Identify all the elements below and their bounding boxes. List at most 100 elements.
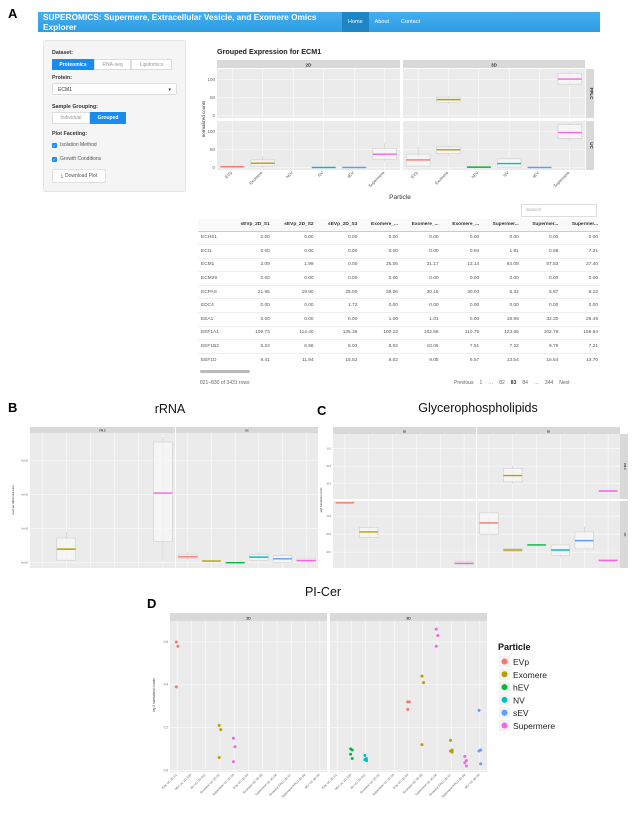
table-cell: 67.53 xyxy=(520,257,561,272)
glycero-ytick-label: 11.0 xyxy=(327,515,332,518)
table-search-input[interactable]: Search xyxy=(521,204,597,217)
page-link[interactable]: 82 xyxy=(499,380,505,386)
table-row: EEA1 0.00 0.00 0.00 1.00 1.01 0.00 18.95 32.30 26… xyxy=(198,312,600,327)
checkbox-isolation-method[interactable]: ✓ Isolation Method xyxy=(52,142,97,148)
table-cell: 9.41 xyxy=(228,352,272,367)
table-cell: 30.03 xyxy=(440,284,482,299)
dataset-rnaseq[interactable]: RNA-seq xyxy=(94,59,131,70)
point-Exomere xyxy=(450,750,454,754)
picer-ytick-label: 0.6 xyxy=(164,640,169,644)
table-cell: 1.01 xyxy=(399,312,441,327)
legend-title: Particle xyxy=(498,642,531,652)
table-cell: 0.00 xyxy=(359,244,400,259)
table-cell: 0.00 xyxy=(520,271,561,286)
checkbox-checked-icon[interactable]: ✓ xyxy=(52,142,57,148)
pagination: Previous 1 … 82 83 84 … 344 Next xyxy=(454,380,570,386)
picer-strip-label: 2D xyxy=(246,617,251,621)
legend-label: EVp xyxy=(513,657,529,667)
ecm1-ytick-label: 50 xyxy=(210,95,216,100)
point-Supermere xyxy=(463,754,467,758)
table-cell: 9.05 xyxy=(399,352,441,367)
point-Exomere xyxy=(217,755,221,759)
point-Exomere xyxy=(422,681,426,685)
point-sEV xyxy=(477,749,481,753)
grouping-grouped[interactable]: Grouped xyxy=(90,112,126,124)
column-header[interactable]: Exomere_... xyxy=(440,219,482,232)
table-row: EEF1D 9.41 11.94 15.52 8.02 9.05 6.57 13.54 16.6… xyxy=(198,352,600,367)
gene-cell: EDC4 xyxy=(198,298,229,313)
column-header[interactable]: sEVp_2D_S1 xyxy=(228,219,272,232)
glycero-strip-label: 2D xyxy=(403,430,406,434)
download-plot-button[interactable]: ⤓ Download Plot xyxy=(52,169,106,183)
table-cell: 123.65 xyxy=(481,325,521,340)
glycero-strip-label: 3D xyxy=(547,430,550,434)
column-header[interactable]: sEVp_2D_S2 xyxy=(271,219,316,232)
table-horizontal-scrollbar[interactable] xyxy=(200,370,250,373)
table-cell: 100.22 xyxy=(359,325,400,340)
nav-about[interactable]: About xyxy=(374,19,390,25)
dataset-lipidomics[interactable]: Lipidomics xyxy=(131,59,172,70)
table-cell: 31.17 xyxy=(399,257,441,272)
table-cell: 1.72 xyxy=(315,298,360,313)
table-cell: 0.00 xyxy=(228,230,272,245)
point-hEV xyxy=(350,757,354,761)
page-link[interactable]: 1 xyxy=(479,380,483,386)
table-cell: 0.00 xyxy=(228,244,272,259)
table-cell: 13.70 xyxy=(560,352,600,367)
column-header[interactable]: Exomere_... xyxy=(359,219,400,232)
picer-ytick-label: 0.0 xyxy=(164,768,169,772)
nav-home[interactable]: Home xyxy=(342,12,369,32)
grouping-individual[interactable]: Individual xyxy=(52,112,90,124)
faceting-label: Plot Faceting: xyxy=(52,131,88,137)
legend-label: hEV xyxy=(513,683,529,693)
nav-contact[interactable]: Contact xyxy=(401,19,421,25)
picer-strip xyxy=(170,613,327,621)
caret-down-icon: ▾ xyxy=(168,87,171,93)
rrna-title: rRNA xyxy=(154,402,186,416)
gene-cell: ECM29 xyxy=(198,271,229,286)
table-cell: 7.51 xyxy=(440,339,482,354)
figure-label-c: C xyxy=(317,403,327,418)
table-cell: 0.00 xyxy=(520,230,561,245)
gene-cell: ECPAS xyxy=(198,284,229,299)
table-row: ECHS1 0.00 0.00 0.00 0.00 0.00 0.00 0.00 0.00 0.0… xyxy=(198,230,600,245)
table-cell: 2.09 xyxy=(228,257,272,272)
table-cell: 7.31 xyxy=(560,339,600,354)
column-header[interactable]: Supermer... xyxy=(560,219,600,232)
page-link[interactable]: Next xyxy=(559,380,570,386)
gene-cell: EEA1 xyxy=(198,312,229,327)
table-cell: 0.00 xyxy=(315,257,360,272)
picer-xtick-label: sEV UC 3D S9 xyxy=(464,773,481,790)
page-link[interactable]: 344 xyxy=(544,380,554,386)
table-cell: 27.40 xyxy=(560,257,600,272)
point-Exomere xyxy=(219,728,223,732)
column-header[interactable]: Supermer... xyxy=(481,219,521,232)
table-cell: 0.00 xyxy=(440,298,482,313)
checkbox-growth-conditions[interactable]: ✓ Growth Conditions xyxy=(52,156,101,162)
table-cell: 21.95 xyxy=(228,284,272,299)
app-title[interactable]: SUPEROMICS: Supermere, Extracellular Ves… xyxy=(43,12,317,32)
table-cell: 1.99 xyxy=(271,257,316,272)
page-link[interactable]: 83 xyxy=(510,380,517,386)
table-cell: 11.94 xyxy=(271,352,316,367)
glycero-row-strip xyxy=(620,434,628,499)
point-Exomere xyxy=(420,743,424,747)
column-header[interactable]: Exomere_... xyxy=(399,219,441,232)
table-cell: 110.75 xyxy=(440,325,482,340)
protein-select[interactable]: ECM1 ▾ xyxy=(52,83,177,95)
column-header[interactable] xyxy=(198,219,229,232)
page-link[interactable]: Previous xyxy=(454,380,474,386)
table-row: ECM1 2.09 1.99 0.00 25.06 31.17 13.14 64.08 67.5… xyxy=(198,257,600,272)
checkbox-checked-icon[interactable]: ✓ xyxy=(52,156,57,162)
figure-label-a: A xyxy=(8,6,18,21)
column-header[interactable]: sEVp_2D_S3 xyxy=(315,219,360,232)
column-header[interactable]: Supermer... xyxy=(520,219,561,232)
table-row: ECI1 0.00 0.00 0.00 0.00 0.00 0.94 1.81 0.98 7.31 xyxy=(198,244,600,259)
glycero-title: Glycerophospholipids xyxy=(418,401,538,415)
ecm1-ytick-label: 100 xyxy=(207,77,215,82)
page-link[interactable]: 84 xyxy=(522,380,528,386)
table-cell: 0.98 xyxy=(520,244,561,259)
point-sEV xyxy=(479,762,483,766)
ecm1-ytick-label: 0 xyxy=(212,165,215,170)
dataset-proteomics[interactable]: Proteomics xyxy=(52,59,94,70)
